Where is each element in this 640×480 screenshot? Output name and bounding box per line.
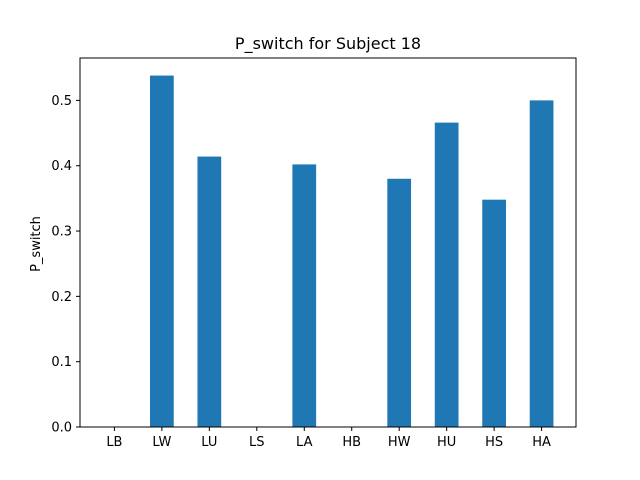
bar-hs [482, 199, 506, 427]
x-tick-label-lb: LB [106, 435, 122, 450]
y-tick-label: 0.2 [51, 290, 72, 305]
bar-lu [197, 156, 222, 427]
bar-la [292, 164, 317, 427]
bar-lw [150, 75, 174, 427]
x-tick-label-hs: HS [485, 435, 503, 450]
y-tick-label: 0.0 [51, 421, 72, 436]
y-axis-title: P_switch [29, 216, 44, 272]
x-tick-label-lw: LW [152, 435, 171, 450]
x-tick-label-hu: HU [437, 435, 456, 450]
y-tick-label: 0.4 [51, 159, 72, 174]
bar-hw [387, 178, 412, 427]
plot-frame [79, 57, 577, 428]
y-tick-label: 0.5 [51, 94, 72, 109]
x-tick-label-ha: HA [532, 435, 551, 450]
bars-group [150, 75, 554, 427]
x-tick-label-ls: LS [249, 435, 265, 450]
x-tick-label-lu: LU [201, 435, 217, 450]
y-tick-label: 0.1 [51, 355, 72, 370]
x-axis-ticks: LB LW LU LS LA HB HW HU HS HA [106, 427, 551, 450]
bar-hu [434, 122, 459, 427]
y-axis-ticks: 0.0 0.1 0.2 0.3 0.4 0.5 [51, 94, 80, 436]
bar-ha [529, 100, 554, 427]
x-tick-label-hb: HB [342, 435, 361, 450]
y-tick-label: 0.3 [51, 225, 72, 240]
x-tick-label-hw: HW [388, 435, 411, 450]
x-tick-label-la: LA [296, 435, 313, 450]
chart-title: P_switch for Subject 18 [235, 34, 421, 54]
